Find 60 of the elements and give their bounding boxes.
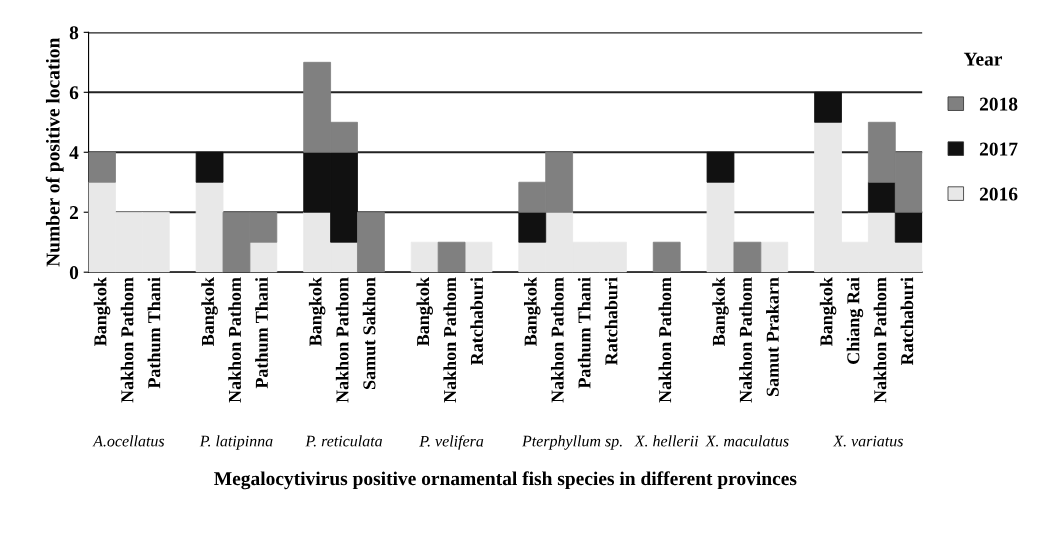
x-tick-label: Nakhon Pathom xyxy=(873,277,887,403)
x-tick-label: Nakhon Pathom xyxy=(658,277,672,403)
x-tick-label: Samut Sakhon xyxy=(362,277,376,389)
x-tick-label: Bangkok xyxy=(308,277,326,347)
text: X. variatus xyxy=(832,435,903,447)
text: P. velifera xyxy=(419,435,484,450)
bar xyxy=(249,241,278,273)
x-tick-label: Bangkok xyxy=(416,277,433,347)
text: P. reticulata xyxy=(305,435,383,447)
x-tick-label: Pathum Thani xyxy=(147,277,161,389)
y-tick-label: 2 xyxy=(69,206,79,219)
bar xyxy=(464,241,493,273)
bar xyxy=(706,181,735,273)
bar xyxy=(357,211,385,273)
bar xyxy=(760,241,789,273)
y-axis-title: Number of positive location xyxy=(45,37,64,267)
text: A.ocellatus xyxy=(92,435,165,447)
x-tick-label: Ratchaburi xyxy=(900,277,914,366)
y-tick-label: 0 xyxy=(69,266,79,280)
x-tick-label: Bangkok xyxy=(712,277,729,347)
bar xyxy=(733,241,762,273)
x-tick-label: Bangkok xyxy=(524,277,541,347)
bar xyxy=(814,91,842,123)
x-tick-label: Ratchaburi xyxy=(604,277,618,366)
bar xyxy=(437,241,466,273)
x-tick-label: Nakhon Pathom xyxy=(443,277,457,403)
bar xyxy=(88,151,116,183)
y-tick-label: 6 xyxy=(69,86,79,100)
x-tick-label: Samut Prakarn xyxy=(766,277,779,396)
bar xyxy=(195,151,224,183)
x-tick-label: Bangkok xyxy=(819,277,837,347)
x-tick-label: Nakhon Pathom xyxy=(335,277,349,403)
x-tick-label: Bangkok xyxy=(93,277,111,347)
legend-label: 2018 xyxy=(979,97,1018,111)
x-tick-label: Nakhon Pathom xyxy=(228,277,241,403)
bar xyxy=(706,151,735,183)
text: Pterphyllum sp. xyxy=(521,435,622,450)
text: P. latipinna xyxy=(199,435,273,450)
x-tick-label: Nakhon Pathom xyxy=(739,277,752,403)
bar xyxy=(867,181,896,213)
legend-title: Year xyxy=(963,52,1003,66)
bar xyxy=(195,181,224,273)
x-tick-label: Ratchaburi xyxy=(470,277,484,366)
legend-label: 2016 xyxy=(979,187,1018,201)
y-tick-label: 8 xyxy=(69,26,79,40)
bar xyxy=(518,211,547,243)
x-tick-label: Chiang Rai xyxy=(846,277,864,364)
x-tick-label: Bangkok xyxy=(201,277,218,347)
text: X. maculatus xyxy=(705,435,789,447)
x-tick-label: Pathum Thani xyxy=(577,277,591,389)
legend-label: 2017 xyxy=(979,142,1018,156)
x-tick-label: Nakhon Pathom xyxy=(120,277,134,403)
text: X. hellerii xyxy=(634,435,699,447)
x-axis-title: Megalocytivirus positive ornamental fish species in different provinces xyxy=(214,471,797,490)
y-tick-label: 4 xyxy=(69,146,79,160)
x-tick-label: Pathum Thani xyxy=(255,277,268,389)
x-tick-label: Nakhon Pathom xyxy=(550,277,564,403)
bar xyxy=(410,241,439,273)
bar xyxy=(652,241,681,273)
bar xyxy=(894,211,923,243)
